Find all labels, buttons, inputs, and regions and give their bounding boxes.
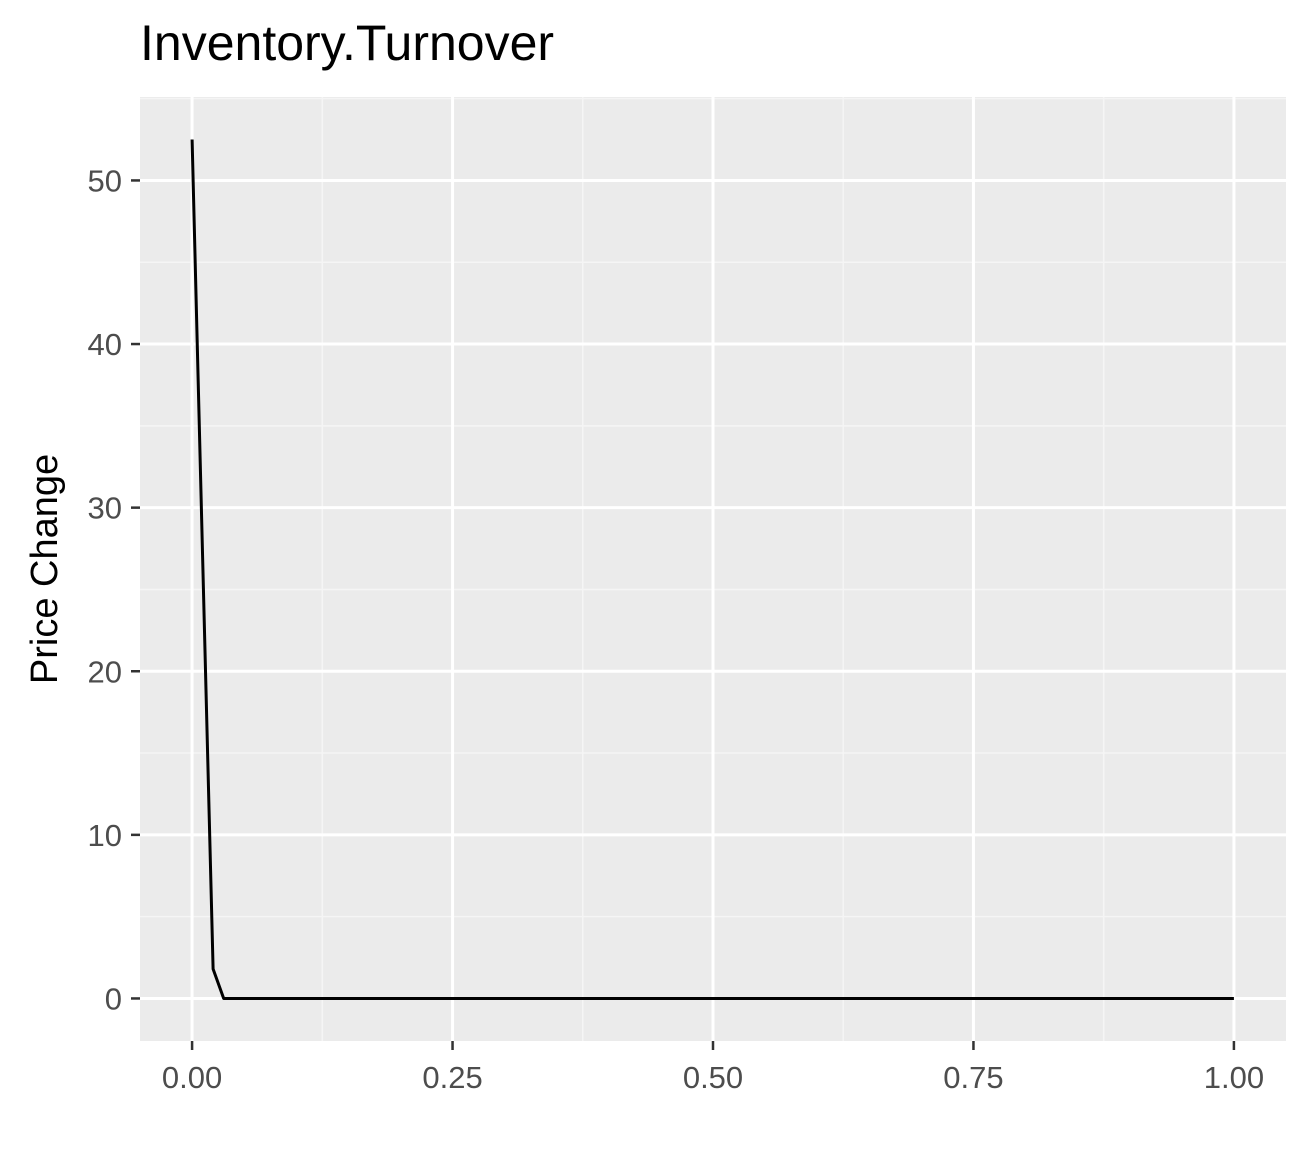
y-tick-label: 40 xyxy=(88,327,122,362)
chart-title: Inventory.Turnover xyxy=(140,15,555,71)
x-axis: 0.00 0.25 0.50 0.75 1.00 xyxy=(162,1041,1264,1095)
y-axis-title: Price Change xyxy=(24,454,66,684)
series-line xyxy=(190,139,1234,1000)
x-tick-label: 0.00 xyxy=(162,1060,222,1095)
y-tick-label: 30 xyxy=(88,491,122,526)
x-tick-label: 1.00 xyxy=(1204,1060,1264,1095)
x-tick-label: 0.25 xyxy=(422,1060,482,1095)
y-tick-label: 0 xyxy=(105,981,122,1016)
x-tick-label: 0.50 xyxy=(683,1060,743,1095)
x-tick-label: 0.75 xyxy=(943,1060,1003,1095)
series-layer xyxy=(190,139,1234,1000)
y-tick-label: 50 xyxy=(88,163,122,198)
y-tick-label: 10 xyxy=(88,818,122,853)
y-tick-label: 20 xyxy=(88,654,122,689)
y-axis: 0 10 20 30 40 50 xyxy=(88,163,140,1016)
